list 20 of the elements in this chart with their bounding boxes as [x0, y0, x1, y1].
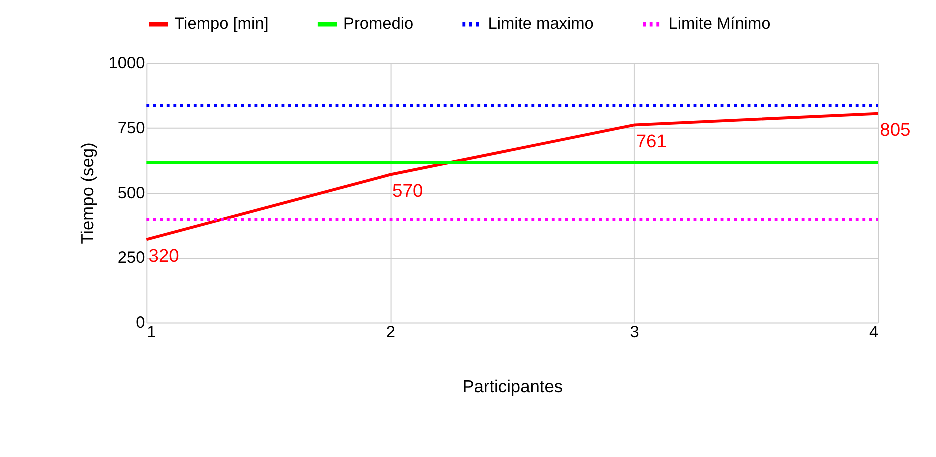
y-tick-label: 250: [118, 249, 146, 268]
legend-label: Limite Mínimo: [668, 15, 771, 34]
legend-label: Tiempo [min]: [174, 15, 269, 34]
legend-label: Promedio: [344, 15, 414, 34]
y-tick-label: 1000: [108, 54, 146, 73]
x-tick-label: 4: [869, 324, 879, 342]
y-tick-label: 500: [118, 184, 146, 202]
legend-label: Limite maximo: [488, 15, 594, 34]
y-tick-label: 750: [118, 119, 146, 138]
y-tick-label: 0: [136, 314, 146, 332]
x-tick-label: 3: [630, 324, 640, 342]
y-axis-title: Tiempo (seg): [77, 142, 98, 244]
line-series: [145, 112, 880, 242]
x-tick-label: 2: [386, 324, 396, 342]
data-label: 805: [880, 119, 911, 140]
x-tick-label: 1: [147, 324, 156, 342]
data-label: 570: [392, 180, 424, 202]
x-axis-title: Participantes: [462, 376, 564, 397]
data-label: 761: [636, 130, 667, 152]
data-label: 320: [148, 244, 180, 266]
